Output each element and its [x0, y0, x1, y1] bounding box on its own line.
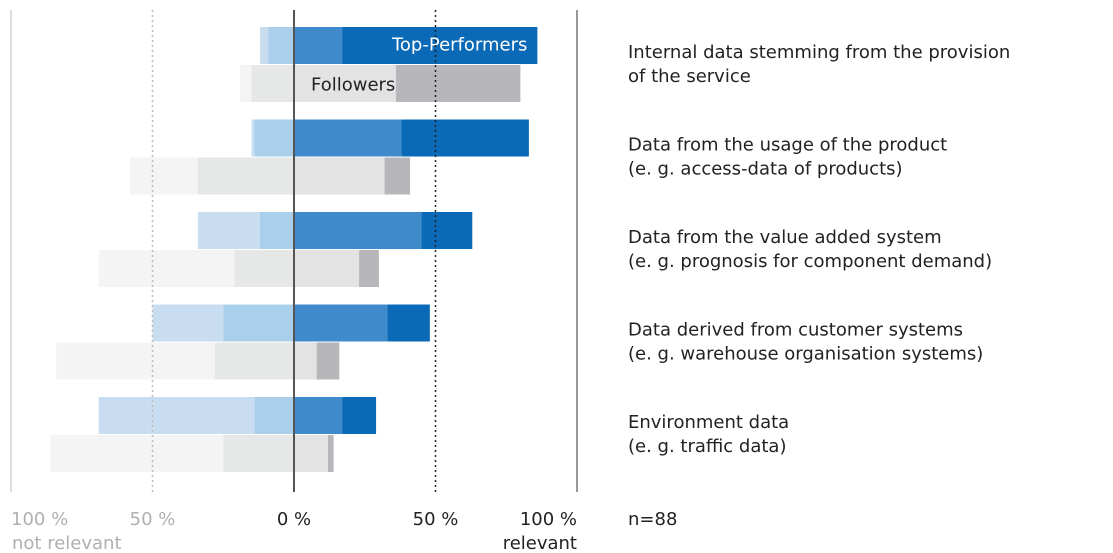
bar-segment: [98, 397, 255, 434]
bar-segment: [251, 119, 255, 157]
bar-segment: [395, 65, 521, 102]
legend-label: Top-Performers: [391, 35, 527, 56]
bar-segment: [214, 342, 294, 380]
bar-segment: [240, 65, 252, 102]
category-label: Environment data (e. g. traffic data): [628, 412, 789, 457]
bar-segment: [294, 65, 396, 102]
bar-segment: [342, 397, 377, 434]
x-tick-label: 0 %: [277, 509, 311, 530]
category-line: (e. g. warehouse organisation systems): [628, 344, 983, 365]
sample-note: n=88: [628, 509, 677, 530]
bar-segment: [294, 304, 388, 342]
category-line: Data from the value added system: [628, 227, 942, 248]
bar-segment: [197, 157, 294, 195]
category-line: (e. g. access-data of products): [628, 159, 903, 180]
x-tick-label: 50 %: [130, 509, 176, 530]
bar-segment: [197, 212, 261, 249]
category-line: Data from the usage of the product: [628, 135, 947, 156]
bar-segment: [294, 157, 385, 195]
bar-segment: [294, 27, 343, 64]
axis-lines: [10, 10, 578, 492]
bar-segment: [260, 27, 269, 64]
bar-segment: [251, 65, 294, 102]
bar-segment: [294, 435, 328, 472]
bar-segment: [260, 212, 294, 249]
bar-segment: [234, 250, 294, 287]
category-line: Data derived from customer systems: [628, 320, 963, 341]
bar-segment: [294, 250, 360, 287]
legend-label: Followers: [311, 75, 395, 96]
bar-segment: [421, 212, 473, 249]
bar-segment: [254, 397, 294, 434]
bar-segment: [56, 342, 215, 380]
bar-segment: [342, 27, 538, 64]
bar-segment: [50, 435, 224, 472]
bar-segment: [98, 250, 235, 287]
category-label: Data derived from customer systems (e. g.…: [628, 320, 983, 365]
x-tick-label: 50 %: [413, 509, 459, 530]
bar-segment: [268, 27, 294, 64]
bar-segment: [384, 157, 411, 195]
category-line: (e. g. traffic data): [628, 436, 786, 457]
category-line: (e. g. prognosis for component demand): [628, 251, 992, 272]
category-label: Data from the usage of the product (e. g.…: [628, 135, 947, 180]
bar-segment: [359, 250, 379, 287]
category-label: Data from the value added system (e. g. p…: [628, 227, 992, 272]
bar-segment: [223, 435, 294, 472]
category-label: Internal data stemming from the provisio…: [628, 42, 1010, 87]
bar-segment: [316, 342, 340, 380]
x-tick-label: 100 %: [11, 509, 68, 530]
bar-segment: [129, 157, 198, 195]
category-line: Internal data stemming from the provisio…: [628, 42, 1010, 63]
bar-segment: [254, 119, 294, 157]
bar-segment: [294, 212, 422, 249]
bars: [50, 27, 538, 472]
bar-segment: [223, 304, 294, 342]
bar-segment: [152, 304, 224, 342]
bar-segment: [294, 119, 402, 157]
x-tick-label: 100 %: [520, 509, 577, 530]
bar-segment: [401, 119, 529, 157]
bar-segment: [387, 304, 430, 342]
right-axis-label: relevant: [503, 533, 577, 553]
bar-segment: [327, 435, 334, 472]
bar-segment: [294, 342, 317, 380]
left-axis-label: not relevant: [12, 533, 122, 553]
category-line: of the service: [628, 66, 751, 87]
bar-segment: [294, 397, 343, 434]
category-line: Environment data: [628, 412, 789, 433]
